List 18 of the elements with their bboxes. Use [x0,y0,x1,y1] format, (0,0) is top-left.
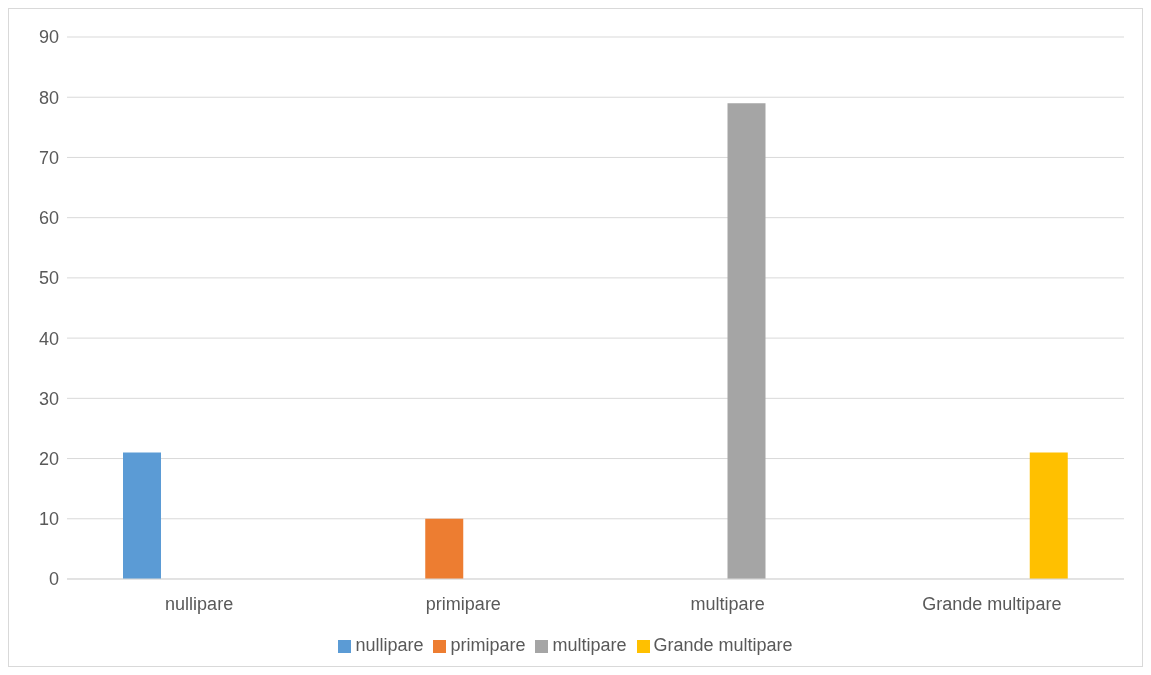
y-tick-label: 50 [38,268,59,289]
y-tick-label: 0 [48,569,59,590]
y-tick-label: 90 [38,27,59,48]
y-tick-label: 70 [38,147,59,168]
legend-label: Grande multipare [653,635,793,655]
legend-label: multipare [552,635,627,655]
x-tick-label: primipare [425,593,501,614]
y-tick-label: 80 [38,87,59,108]
y-tick-label: 30 [38,388,59,409]
y-tick-label: 40 [38,328,59,349]
legend-label: primipare [450,635,526,655]
y-tick-label: 10 [38,509,59,530]
y-tick-label: 20 [38,448,59,469]
x-tick-label: Grande multipare [922,593,1062,614]
x-tick-label: multipare [690,593,765,614]
x-tick-label: nullipare [165,593,234,614]
legend-label: nullipare [355,635,424,655]
y-tick-label: 60 [38,208,59,229]
